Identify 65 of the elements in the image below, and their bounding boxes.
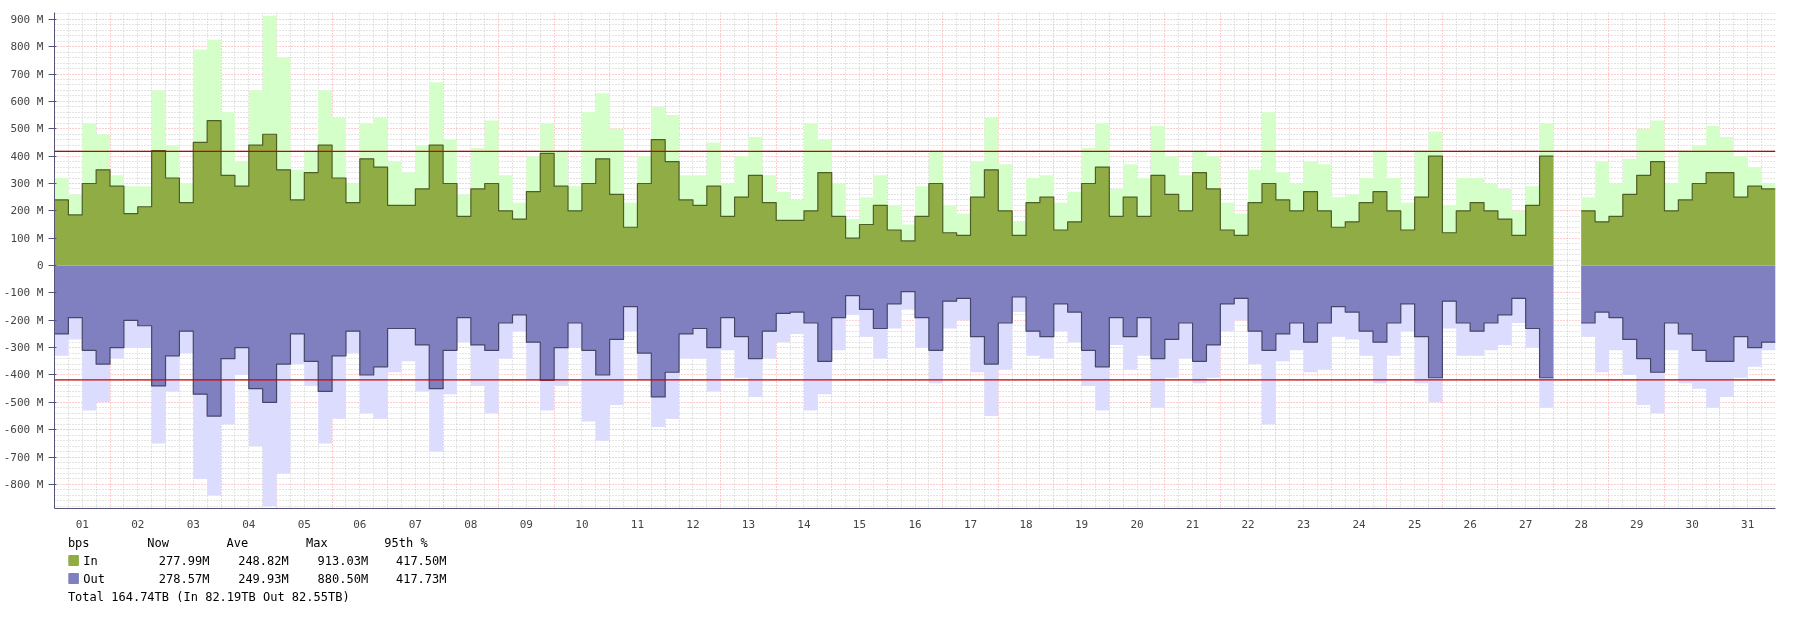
text: 278.57M (158, 571, 210, 586)
x-tick-label: 09 (519, 517, 534, 531)
x-tick-label: 21 (1185, 517, 1200, 531)
text: Ave (226, 535, 249, 550)
y-tick-label: -100 M (3, 286, 44, 300)
x-tick-label: 06 (353, 517, 367, 531)
x-tick-label: 12 (686, 517, 700, 531)
x-tick-label: 16 (908, 517, 922, 531)
x-tick-label: 15 (852, 517, 867, 531)
x-tick-label: 26 (1463, 517, 1477, 531)
y-tick-label: 500 M (10, 122, 44, 136)
x-tick-label: 07 (408, 517, 422, 531)
y-tick-label: -700 M (3, 450, 44, 464)
y-tick-label: -500 M (3, 395, 44, 409)
text: bps (67, 535, 90, 550)
x-tick-label: 28 (1574, 517, 1588, 531)
legend-label: In (83, 553, 98, 568)
y-tick-label: -600 M (3, 423, 44, 437)
y-tick-label: -400 M (3, 368, 44, 382)
text: Total 164.74TB (In 82.19TB Out 82.55TB) (67, 589, 350, 604)
text: Max (305, 535, 328, 550)
x-tick-label: 27 (1519, 517, 1533, 531)
x-tick-label: 24 (1352, 517, 1367, 531)
x-tick-label: 18 (1019, 517, 1033, 531)
x-tick-label: 05 (297, 517, 311, 531)
y-tick-label: 300 M (10, 176, 44, 190)
y-tick-label: -800 M (3, 477, 44, 491)
text: Now (147, 535, 170, 550)
x-tick-label: 30 (1685, 517, 1699, 531)
x-tick-label: 03 (186, 517, 200, 531)
x-tick-label: 01 (75, 517, 89, 531)
text: 95th % (384, 535, 429, 550)
x-tick-label: 29 (1630, 517, 1644, 531)
text: 249.93M (238, 571, 289, 586)
y-tick-label: 0 (36, 259, 44, 273)
y-tick-label: 400 M (10, 149, 44, 163)
legend-label: Out (83, 571, 105, 586)
text: 913.03M (317, 553, 369, 568)
x-tick-label: 22 (1241, 517, 1255, 531)
x-tick-label: 23 (1296, 517, 1311, 531)
text: 417.50M (395, 553, 447, 568)
x-tick-label: 11 (630, 517, 645, 531)
y-tick-label: 900 M (10, 12, 44, 26)
text: 880.50M (317, 571, 369, 586)
x-tick-label: 31 (1741, 517, 1755, 531)
x-tick-label: 04 (242, 517, 256, 531)
x-tick-label: 02 (131, 517, 145, 531)
y-tick-label: 200 M (10, 204, 44, 218)
x-tick-label: 10 (575, 517, 589, 531)
y-tick-label: 100 M (10, 231, 44, 245)
x-tick-label: 25 (1408, 517, 1422, 531)
y-tick-label: 700 M (10, 67, 44, 81)
text: 248.82M (238, 553, 289, 568)
x-tick-label: 13 (741, 517, 756, 531)
x-tick-label: 19 (1074, 517, 1089, 531)
y-tick-label: -300 M (3, 341, 44, 355)
text: 277.99M (158, 553, 210, 568)
x-tick-label: 17 (963, 517, 978, 531)
y-tick-label: 600 M (10, 94, 44, 108)
x-tick-label: 08 (464, 517, 478, 531)
x-tick-label: 20 (1130, 517, 1144, 531)
text: 417.73M (395, 571, 447, 586)
y-tick-label: -200 M (3, 313, 44, 327)
x-tick-label: 14 (797, 517, 811, 531)
y-tick-label: 800 M (10, 40, 44, 54)
